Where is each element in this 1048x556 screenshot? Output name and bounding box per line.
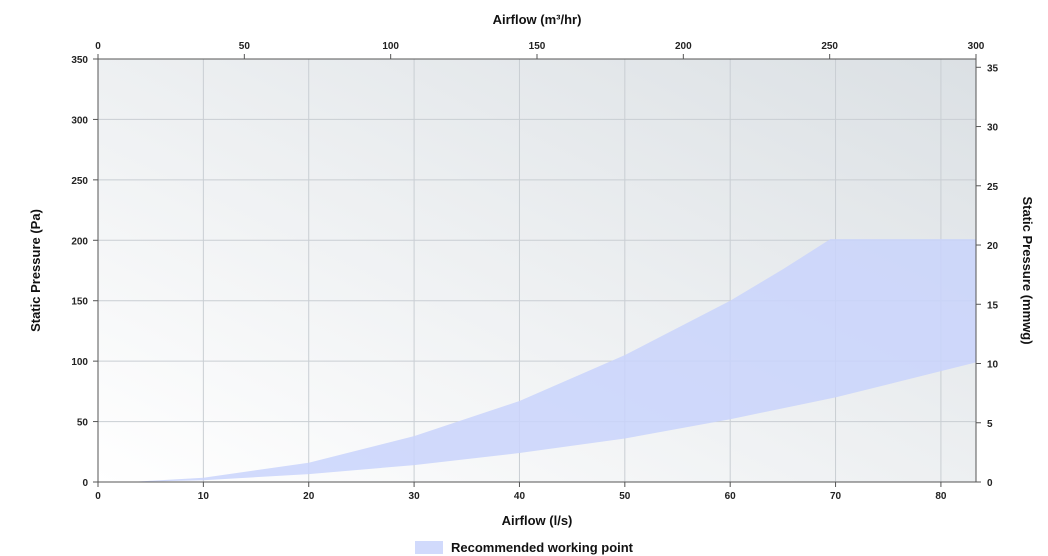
y2-axis-title: Static Pressure (mmwg) xyxy=(1020,196,1035,344)
x-tick-label: 60 xyxy=(725,491,737,502)
x2-axis-title: Airflow (m³/hr) xyxy=(493,12,582,27)
x2-tick-label: 0 xyxy=(95,41,101,52)
y-tick-label: 200 xyxy=(71,236,88,247)
y2-tick-label: 0 xyxy=(987,478,993,489)
y-tick-label: 300 xyxy=(71,115,88,126)
x2-tick-label: 150 xyxy=(529,41,546,52)
axes: 0 10 20 30 40 50 60 70 800 50 100 150 200 250 30005010… xyxy=(71,41,998,502)
y-tick-label: 350 xyxy=(71,55,88,66)
x-tick-label: 30 xyxy=(409,491,421,502)
x-tick-label: 0 xyxy=(95,491,101,502)
y-tick-label: 100 xyxy=(71,357,88,368)
x2-tick-label: 100 xyxy=(382,41,399,52)
series-band-layer xyxy=(129,239,977,482)
x2-tick-label: 50 xyxy=(239,41,251,52)
y2-tick-label: 20 xyxy=(987,241,999,252)
legend-label: Recommended working point xyxy=(451,540,634,555)
y-tick-label: 50 xyxy=(77,418,89,429)
legend: Recommended working point xyxy=(415,540,634,555)
x2-tick-label: 300 xyxy=(968,41,985,52)
y2-tick-label: 30 xyxy=(987,123,999,134)
x-tick-label: 10 xyxy=(198,491,210,502)
x-tick-label: 80 xyxy=(935,491,947,502)
y2-tick-label: 10 xyxy=(987,360,999,371)
x2-tick-label: 250 xyxy=(821,41,838,52)
x-tick-label: 40 xyxy=(514,491,526,502)
recommended-working-area xyxy=(129,239,977,482)
y-tick-label: 0 xyxy=(82,478,88,489)
x-tick-label: 70 xyxy=(830,491,842,502)
x-axis-title: Airflow (l/s) xyxy=(502,513,573,528)
y-tick-label: 150 xyxy=(71,297,88,308)
y2-tick-label: 25 xyxy=(987,182,999,193)
x2-tick-label: 200 xyxy=(675,41,692,52)
x-tick-label: 20 xyxy=(303,491,315,502)
y2-tick-label: 15 xyxy=(987,300,999,311)
y-tick-label: 250 xyxy=(71,176,88,187)
y-axis-title: Static Pressure (Pa) xyxy=(28,209,43,332)
legend-swatch xyxy=(415,541,443,554)
y2-tick-label: 5 xyxy=(987,419,993,430)
x-tick-label: 50 xyxy=(619,491,631,502)
y2-tick-label: 35 xyxy=(987,63,999,74)
